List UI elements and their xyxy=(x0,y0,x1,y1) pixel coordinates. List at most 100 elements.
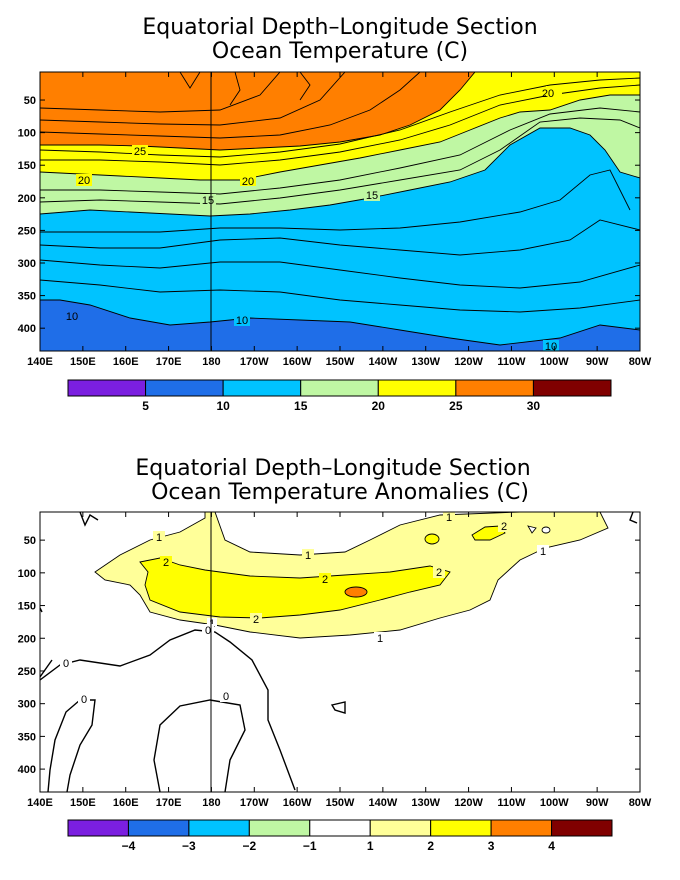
contour-label: 0 xyxy=(81,694,87,706)
x-tick-label: 80W xyxy=(629,356,652,368)
x-tick-label: 150E xyxy=(70,797,96,809)
x-tick-label: 140W xyxy=(368,797,397,809)
colorbar-swatch xyxy=(309,819,371,837)
contour-label: 2 xyxy=(436,567,442,579)
contour-label: 2 xyxy=(253,614,259,626)
colorbar-label: −4 xyxy=(122,839,136,853)
panel1-contours xyxy=(40,72,640,346)
x-tick-label: 150W xyxy=(326,797,355,809)
panel2-subtitle: Ocean Temperature Anomalies (C) xyxy=(151,480,529,505)
y-tick-label: 300 xyxy=(18,258,36,270)
x-tick-label: 100W xyxy=(540,356,569,368)
y-tick-label: 100 xyxy=(18,128,36,140)
x-tick-label: 110W xyxy=(497,797,526,809)
colorbar-label: 4 xyxy=(548,839,555,853)
y-tick-label: 150 xyxy=(18,160,36,172)
x-tick-label: 110W xyxy=(497,356,526,368)
panel-anomalies: Equatorial Depth–Longitude Section Ocean… xyxy=(18,456,652,853)
contour-label: 15 xyxy=(202,195,214,207)
panel1-plot-area: 20 25 20 15 20 15 10 10 10 xyxy=(40,72,640,353)
y-tick-label: 250 xyxy=(18,666,36,678)
y-tick-label: 400 xyxy=(18,323,36,335)
y-tick-label: 50 xyxy=(24,95,36,107)
contour-label: 20 xyxy=(242,176,254,188)
colorbar-swatch xyxy=(377,379,457,397)
contour-label: 25 xyxy=(134,146,146,158)
panel2-contour-labels: 1 1 1 2 2 2 2 1 1 1 2 xyxy=(60,512,549,706)
x-tick-label: 150W xyxy=(326,356,355,368)
colorbar-swatch xyxy=(145,379,224,397)
contour-label: 0 xyxy=(205,625,211,637)
y-tick-label: 50 xyxy=(24,535,36,547)
panel2-plot-area: 1 1 1 2 2 2 2 1 1 1 2 xyxy=(40,512,640,792)
y-tick-label: 350 xyxy=(18,731,36,743)
panel1-x-axis: 140E 150E 160E 170E 180 170W 160W 150W 140W 130W 1… xyxy=(27,72,652,368)
colorbar-swatch xyxy=(67,379,147,397)
contour-label: 1 xyxy=(377,633,383,645)
contour-label: 1 xyxy=(540,546,546,558)
contour-label: 2 xyxy=(501,521,507,533)
contour-label: 10 xyxy=(545,341,557,353)
y-tick-label: 300 xyxy=(18,699,36,711)
x-tick-label: 80W xyxy=(629,797,652,809)
x-tick-label: 90W xyxy=(586,356,609,368)
x-tick-label: 180 xyxy=(202,356,220,368)
colorbar-label: 5 xyxy=(142,399,149,413)
colorbar-swatch xyxy=(188,819,250,837)
x-tick-label: 170E xyxy=(156,356,182,368)
x-tick-label: 170W xyxy=(240,356,269,368)
x-tick-label: 160W xyxy=(283,797,312,809)
panel1-subtitle: Ocean Temperature (C) xyxy=(212,39,468,64)
colorbar-swatch xyxy=(67,819,129,837)
y-tick-label: 150 xyxy=(18,601,36,613)
y-tick-label: 250 xyxy=(18,225,36,237)
x-tick-label: 140E xyxy=(27,356,53,368)
y-tick-label: 200 xyxy=(18,193,36,205)
colorbar-label: −1 xyxy=(303,839,317,853)
x-tick-label: 160E xyxy=(113,797,139,809)
contour-label: 10 xyxy=(236,315,248,327)
colorbar-label: 1 xyxy=(367,839,374,853)
x-tick-label: 120W xyxy=(454,797,483,809)
colorbar-swatch xyxy=(127,819,190,837)
colorbar-label: −2 xyxy=(242,839,256,853)
panel1-contour-labels: 20 25 20 15 20 15 10 10 10 xyxy=(64,86,562,353)
contour-label: 0 xyxy=(223,691,229,703)
colorbar-swatch xyxy=(248,819,311,837)
colorbar-label: 2 xyxy=(427,839,434,853)
x-tick-label: 90W xyxy=(586,797,609,809)
panel2-x-axis: 140E 150E 160E 170E 180 170W 160W 150W 140W 130W 1… xyxy=(27,512,652,809)
anomaly-2-3 xyxy=(139,557,451,619)
x-tick-label: 160W xyxy=(283,356,312,368)
anomaly-3-4 xyxy=(344,586,368,598)
colorbar-label: 20 xyxy=(372,399,386,413)
colorbar-label: −3 xyxy=(182,839,196,853)
band-25-30 xyxy=(40,72,475,150)
colorbar-label: 10 xyxy=(216,399,230,413)
contour-label: 1 xyxy=(305,550,311,562)
contour-label: 15 xyxy=(366,190,378,202)
colorbar-swatch xyxy=(551,819,613,837)
panel1-title: Equatorial Depth–Longitude Section xyxy=(142,15,537,40)
colorbar-swatch xyxy=(532,379,612,397)
colorbar-swatch xyxy=(455,379,534,397)
contour-label: 2 xyxy=(163,557,169,569)
x-tick-label: 160E xyxy=(113,356,139,368)
y-tick-label: 350 xyxy=(18,291,36,303)
x-tick-label: 100W xyxy=(540,797,569,809)
contour-label: 20 xyxy=(78,175,90,187)
colorbar-swatch xyxy=(430,819,492,837)
contour-label: 1 xyxy=(446,512,452,524)
panel2-colorbar: −4 −3 −2 −1 1 2 3 4 xyxy=(67,819,613,853)
y-tick-label: 100 xyxy=(18,568,36,580)
colorbar-swatch xyxy=(222,379,302,397)
contour-label: 10 xyxy=(66,311,78,323)
panel1-y-axis: 50 100 150 200 250 300 350 400 xyxy=(18,95,640,335)
contour-label: 1 xyxy=(156,532,162,544)
x-tick-label: 130W xyxy=(411,797,440,809)
colorbar-label: 3 xyxy=(488,839,495,853)
colorbar-swatch xyxy=(490,819,553,837)
x-tick-label: 150E xyxy=(70,356,96,368)
